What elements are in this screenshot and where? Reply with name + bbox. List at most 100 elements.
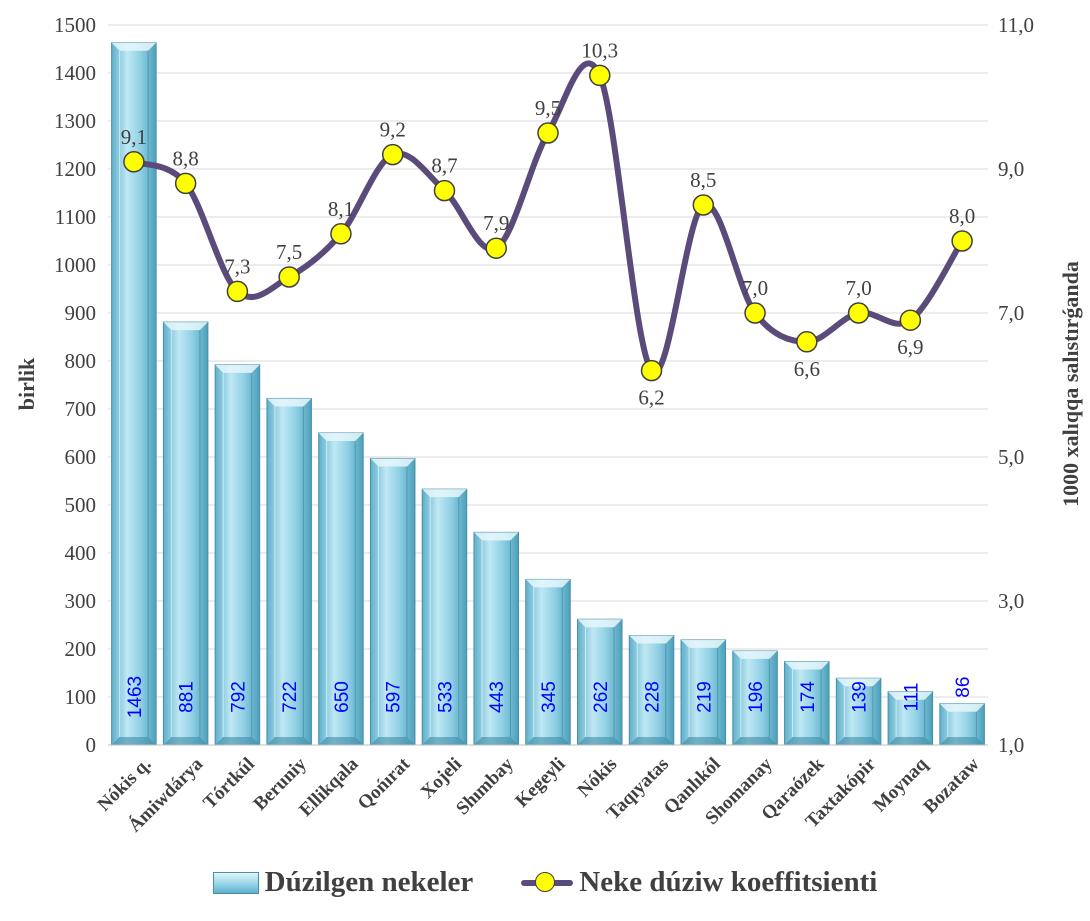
bar-value-label: 792 (228, 681, 249, 713)
line-point (796, 331, 818, 353)
bar-bevel-bottom (370, 737, 415, 745)
bar (473, 531, 519, 746)
bar-body (266, 397, 312, 746)
bar (680, 639, 727, 746)
bar-bevel-bottom (318, 737, 364, 745)
bar-bevel-top (784, 661, 830, 670)
y-tick-label: 1200 (54, 157, 96, 181)
bar (162, 321, 209, 746)
bar-bevel-top (525, 579, 571, 588)
y-tick-label: 200 (65, 637, 97, 661)
line-value-label: 9,5 (535, 96, 561, 120)
line-point (123, 151, 145, 173)
y2-tick-label: 11,0 (998, 13, 1034, 37)
y-tick-label: 100 (65, 685, 97, 709)
bar-value-label: 139 (850, 681, 871, 713)
line-value-label: 6,2 (638, 386, 664, 410)
bar-value-label: 262 (591, 681, 612, 713)
bar-bevel-bottom (577, 737, 623, 745)
y2-tick-label: 7,0 (998, 301, 1024, 325)
line-value-label: 6,9 (897, 335, 923, 359)
line-point (485, 237, 507, 259)
y-tick-label: 0 (86, 733, 97, 757)
legend-item-bars[interactable]: Dúzilgen nekeler (212, 866, 473, 899)
line-value-label: 7,0 (742, 276, 768, 300)
line-value-label: 8,0 (949, 204, 975, 228)
y2-tick-label: 5,0 (998, 445, 1024, 469)
legend-item-line[interactable]: Neke dúziw koeffitsienti (521, 866, 877, 899)
bar (628, 635, 675, 746)
x-tick-label: Shımbay (452, 753, 518, 819)
line-value-label: 8,8 (173, 146, 199, 170)
bar-body (835, 677, 882, 746)
bar-bevel-top (266, 398, 312, 407)
bar-bevel-bottom (422, 737, 467, 745)
bar-series: 1463 881 792 722 650 597 533 443 345 262 228 219 196… (111, 42, 985, 746)
bar-value-label: 533 (435, 681, 456, 713)
bar (784, 660, 830, 746)
bar-bevel-top (836, 678, 881, 687)
line-point (692, 194, 715, 216)
chart-canvas: 1463 881 792 722 650 597 533 443 345 262 228 219 196… (14, 13, 1083, 836)
line-value-label: 9,1 (121, 125, 147, 149)
bar-body (318, 432, 364, 746)
bar-bevel-bottom (836, 737, 881, 745)
line-point (278, 266, 300, 288)
bar-body (525, 578, 571, 746)
bar-bevel-bottom (266, 737, 312, 745)
bar-bevel-top (888, 691, 933, 700)
y2-axis-title: 1000 xalıqqa salıstırǵanda (1058, 261, 1083, 507)
line-point (744, 302, 766, 324)
bar (577, 618, 623, 746)
y-tick-label: 1400 (54, 61, 96, 85)
bar-value-label: 650 (332, 681, 353, 713)
bar-bevel-top (370, 458, 415, 467)
y2-tick-label: 3,0 (998, 589, 1024, 613)
bar-bevel-bottom (473, 737, 519, 745)
y-axis-title: birlik (14, 357, 39, 410)
bar-value-label: 219 (694, 681, 715, 713)
line-value-label: 10,3 (581, 38, 618, 62)
x-tick-label: Tórtkúl (199, 754, 259, 814)
y-tick-label: 1000 (54, 253, 96, 277)
y-tick-label: 900 (65, 301, 97, 325)
bar-value-label: 597 (384, 681, 405, 713)
bar-body (680, 639, 727, 746)
line-point (174, 172, 197, 195)
bar-body (784, 660, 830, 746)
line-marker-swatch-icon (521, 871, 574, 895)
line-point (589, 64, 611, 87)
bar-body (162, 321, 209, 746)
x-tick-label: Xojeli (417, 754, 466, 803)
bar-bevel-top (577, 619, 623, 628)
y-tick-label: 600 (65, 445, 97, 469)
line-point (226, 280, 249, 303)
bar (369, 457, 416, 746)
bar-bevel-bottom (732, 737, 778, 745)
bar-bevel-top (473, 532, 519, 541)
bar-bevel-top (163, 322, 208, 331)
line-point (381, 143, 404, 166)
bar-bevel-bottom (215, 737, 260, 745)
line-value-label: 7,0 (845, 276, 871, 300)
bar-bevel-bottom (163, 737, 208, 745)
bar-value-label: 196 (746, 681, 767, 713)
y2-tick-label: 1,0 (998, 733, 1024, 757)
y-tick-label: 400 (65, 541, 97, 565)
bar (266, 397, 312, 746)
bar (732, 650, 778, 746)
line-point (433, 179, 456, 202)
y-tick-label: 1500 (54, 13, 96, 37)
line-value-label: 8,5 (690, 168, 716, 192)
line-point (537, 122, 559, 144)
bar-value-label: 443 (487, 681, 508, 713)
bar (318, 432, 364, 746)
bar-value-label: 228 (643, 681, 664, 713)
bar-bevel-top (732, 650, 778, 659)
bar-bevel-bottom (888, 737, 933, 745)
line-value-label: 7,3 (224, 254, 250, 278)
line-point (640, 359, 663, 382)
bar-bevel-top (111, 42, 157, 51)
line-value-label: 7,9 (483, 211, 509, 235)
bar-bevel-top (939, 703, 985, 712)
